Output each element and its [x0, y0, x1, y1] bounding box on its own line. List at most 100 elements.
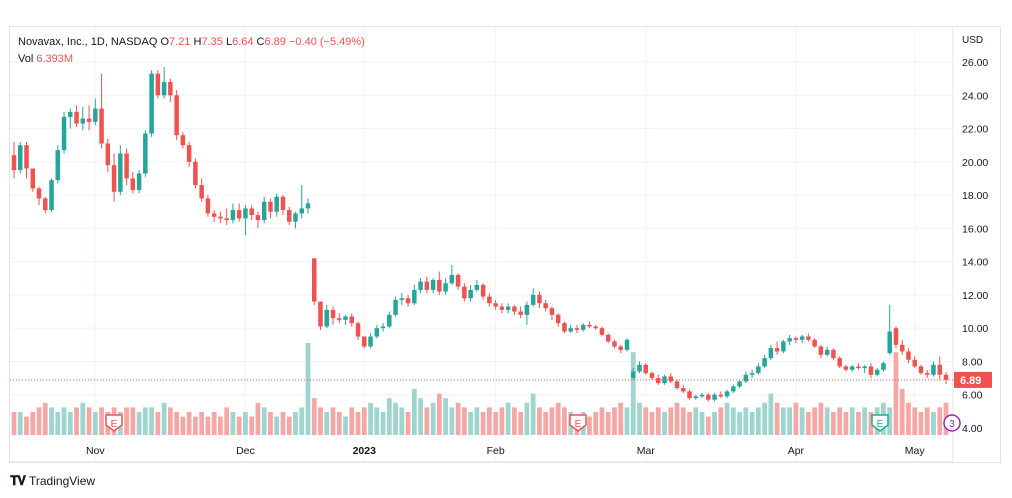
volume-bar — [730, 407, 736, 435]
volume-bar — [249, 416, 255, 435]
candle-body — [887, 331, 892, 354]
candle-body — [243, 208, 248, 219]
candle-body — [637, 364, 642, 372]
volume-bar — [186, 412, 192, 435]
volume-bar — [480, 412, 486, 435]
candle-body — [174, 95, 179, 136]
earnings-marker[interactable]: E — [871, 414, 889, 432]
candle-body — [236, 210, 242, 219]
candle-body — [799, 336, 805, 340]
candle-body — [136, 173, 142, 191]
candle-body — [349, 316, 355, 324]
earnings-marker[interactable]: 3 — [943, 414, 961, 432]
volume-bar — [280, 412, 286, 435]
earnings-marker-shape — [105, 414, 123, 432]
volume-bar — [718, 407, 724, 435]
candle-body — [205, 198, 211, 214]
candle-body — [580, 324, 586, 330]
volume-label: Vol — [18, 53, 34, 65]
volume-bar — [386, 398, 392, 435]
volume-bar — [799, 407, 805, 435]
candle-body — [99, 108, 104, 144]
low-value: 6.64 — [232, 36, 254, 48]
candle-body — [455, 274, 461, 287]
volume-bar — [461, 407, 467, 435]
volume-bar — [824, 407, 830, 435]
open-value: 7.21 — [169, 36, 191, 48]
candle-body — [405, 298, 411, 304]
candle-body — [24, 145, 29, 169]
candle-body — [918, 366, 924, 374]
volume-bar — [899, 389, 905, 435]
volume-bar — [311, 398, 317, 435]
volume-bar — [211, 412, 217, 435]
candle-body — [649, 373, 655, 379]
volume-bar — [149, 407, 154, 435]
candle-body — [261, 201, 267, 221]
candle-body — [268, 201, 273, 212]
candle-body — [305, 203, 311, 209]
candle-body — [824, 349, 830, 355]
volume-bar — [837, 407, 843, 435]
volume-bar — [142, 407, 148, 435]
candle-body — [499, 306, 505, 310]
volume-bar — [868, 412, 874, 435]
volume-bar — [637, 402, 642, 435]
high-label: H — [193, 36, 202, 48]
volume-bar — [537, 407, 542, 435]
volume-bar — [67, 412, 73, 435]
candle-body — [674, 381, 680, 389]
tradingview-brand[interactable]: 𝐓𝐕 TradingView — [10, 473, 95, 489]
volume-bar — [687, 412, 692, 435]
candle-body — [787, 338, 792, 342]
volume-bar — [230, 412, 236, 435]
candle-body — [756, 366, 761, 374]
x-tick-label: Mar — [637, 445, 656, 457]
earnings-marker-label: E — [877, 419, 884, 430]
earnings-marker[interactable]: E — [569, 414, 587, 432]
candle-body — [124, 153, 129, 179]
volume-bar — [411, 389, 417, 435]
candle-body — [149, 73, 154, 134]
candle-body — [487, 296, 492, 304]
volume-bar — [436, 393, 442, 435]
volume-bar — [136, 412, 142, 435]
candle-body — [812, 339, 817, 347]
volume-bar — [330, 407, 336, 435]
earnings-marker-label: 3 — [949, 419, 955, 430]
candle-body — [512, 306, 517, 312]
volume-bar — [593, 412, 599, 435]
candle-body — [837, 358, 842, 367]
candle-body — [724, 391, 730, 397]
candle-body — [230, 210, 236, 221]
volume-bar — [780, 407, 786, 435]
candle-body — [105, 143, 111, 166]
candle-body — [155, 73, 161, 96]
volume-bar — [405, 412, 411, 435]
volume-bar — [424, 407, 430, 435]
candle-body — [362, 336, 367, 347]
candle-body — [881, 363, 886, 370]
candle-body — [574, 328, 580, 330]
candle-body — [111, 165, 117, 192]
candle-body — [568, 328, 573, 332]
earnings-marker[interactable]: E — [105, 414, 123, 432]
y-tick-label: 12.00 — [962, 290, 988, 302]
volume-bar — [831, 412, 836, 435]
candle-body — [43, 198, 48, 211]
volume-bar — [699, 412, 705, 435]
volume-bar — [737, 412, 742, 435]
candle-body — [480, 284, 486, 297]
volume-bar — [937, 407, 943, 435]
candle-body — [599, 328, 605, 335]
volume-bar — [562, 407, 567, 435]
volume-bar — [787, 407, 793, 435]
volume-bar — [818, 402, 824, 435]
candle-body — [387, 314, 392, 327]
symbol-title: Novavax, Inc., 1D, NASDAQ — [18, 36, 158, 48]
candle-body — [399, 298, 405, 300]
currency-label[interactable]: USD — [962, 35, 984, 46]
candle-body — [218, 216, 223, 219]
candle-body — [36, 188, 42, 199]
